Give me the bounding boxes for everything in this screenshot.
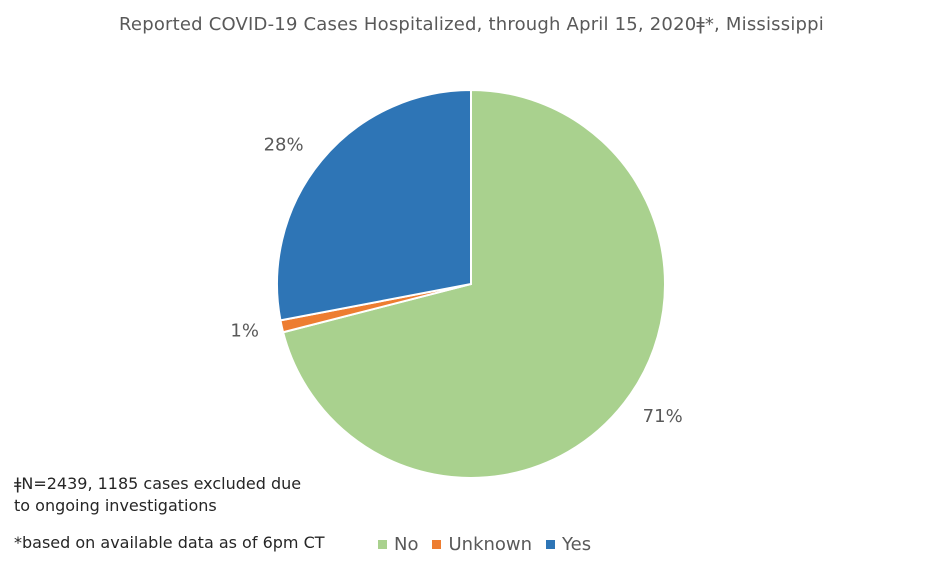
legend-swatch-unknown <box>432 540 442 549</box>
legend-label-yes: Yes <box>562 534 592 555</box>
slice-yes <box>276 88 472 322</box>
legend-label-unknown: Unknown <box>448 534 533 555</box>
legend-label-no: No <box>394 534 419 555</box>
legend-item-unknown: Unknown <box>432 534 532 555</box>
data-label-no: 71% <box>643 406 683 427</box>
footnote-data-date: *based on available data as of 6pm CT <box>14 533 325 552</box>
legend-item-no: No <box>378 534 418 555</box>
legend: No Unknown Yes <box>378 534 605 555</box>
footnote-sample-size: ǂN=2439, 1185 cases excluded due to ongo… <box>14 474 302 515</box>
data-label-unknown: 1% <box>230 320 259 341</box>
chart-title: Reported COVID-19 Cases Hospitalized, th… <box>119 14 824 35</box>
data-label-yes: 28% <box>264 135 304 156</box>
slice-no <box>281 88 666 479</box>
legend-swatch-no <box>378 540 387 549</box>
legend-item-yes: Yes <box>546 534 591 555</box>
legend-swatch-yes <box>546 540 556 549</box>
